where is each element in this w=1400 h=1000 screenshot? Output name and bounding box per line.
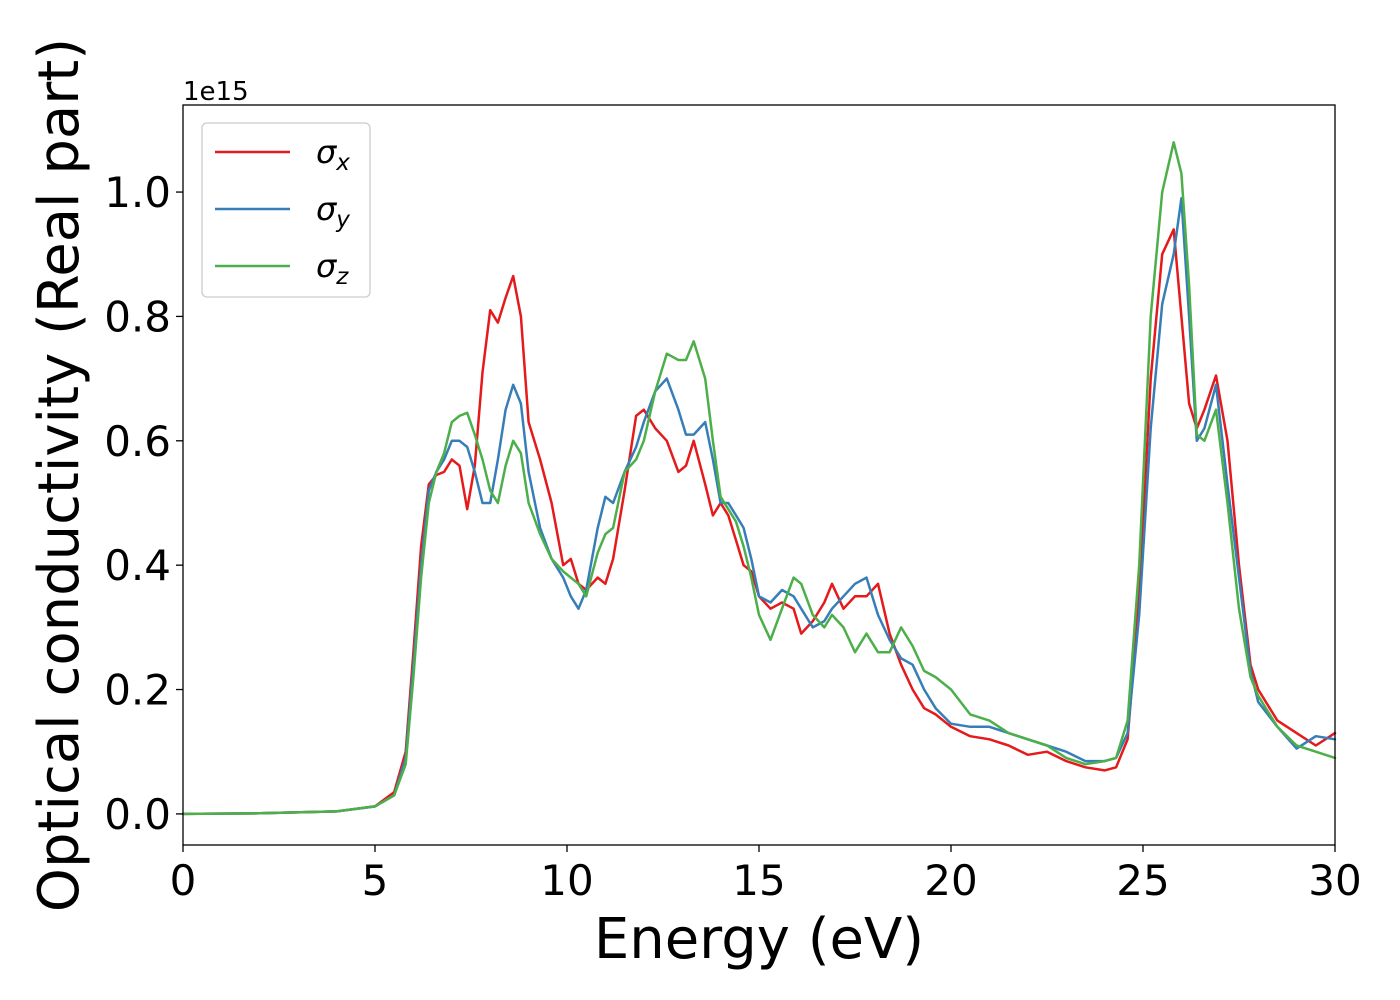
series-line-x bbox=[181, 228, 1337, 816]
y-axis-ticks: 0.0 0.2 0.4 0.6 0.8 1.0 bbox=[104, 168, 183, 839]
series-line-z bbox=[181, 141, 1337, 816]
legend-label-z: σz bbox=[316, 247, 349, 290]
y-tick-label: 0.6 bbox=[104, 417, 171, 466]
x-axis-label: Energy (eV) bbox=[594, 907, 924, 972]
plot-area bbox=[181, 104, 1337, 846]
legend-label-y: σy bbox=[316, 190, 350, 233]
legend-label-x: σx bbox=[316, 133, 350, 176]
x-tick-label: 15 bbox=[732, 856, 785, 905]
x-tick-label: 30 bbox=[1308, 856, 1361, 905]
x-tick-label: 5 bbox=[362, 856, 389, 905]
y-offset-label: 1e15 bbox=[183, 77, 249, 107]
series-line-y bbox=[181, 197, 1337, 816]
y-tick-label: 0.4 bbox=[104, 541, 171, 590]
series-layer bbox=[181, 141, 1337, 816]
y-axis-label: Optical conductivity (Real part) bbox=[27, 38, 92, 912]
y-tick-label: 0.2 bbox=[104, 666, 171, 715]
y-tick-label: 1.0 bbox=[104, 168, 171, 217]
y-tick-label: 0.0 bbox=[104, 790, 171, 839]
x-tick-label: 25 bbox=[1116, 856, 1169, 905]
x-tick-label: 20 bbox=[924, 856, 977, 905]
x-tick-label: 0 bbox=[170, 856, 197, 905]
y-tick-label: 0.8 bbox=[104, 292, 171, 341]
legend: σx σy σz bbox=[201, 122, 371, 298]
x-axis-ticks: 0 5 10 15 20 25 30 bbox=[170, 845, 1362, 905]
x-tick-label: 10 bbox=[540, 856, 593, 905]
